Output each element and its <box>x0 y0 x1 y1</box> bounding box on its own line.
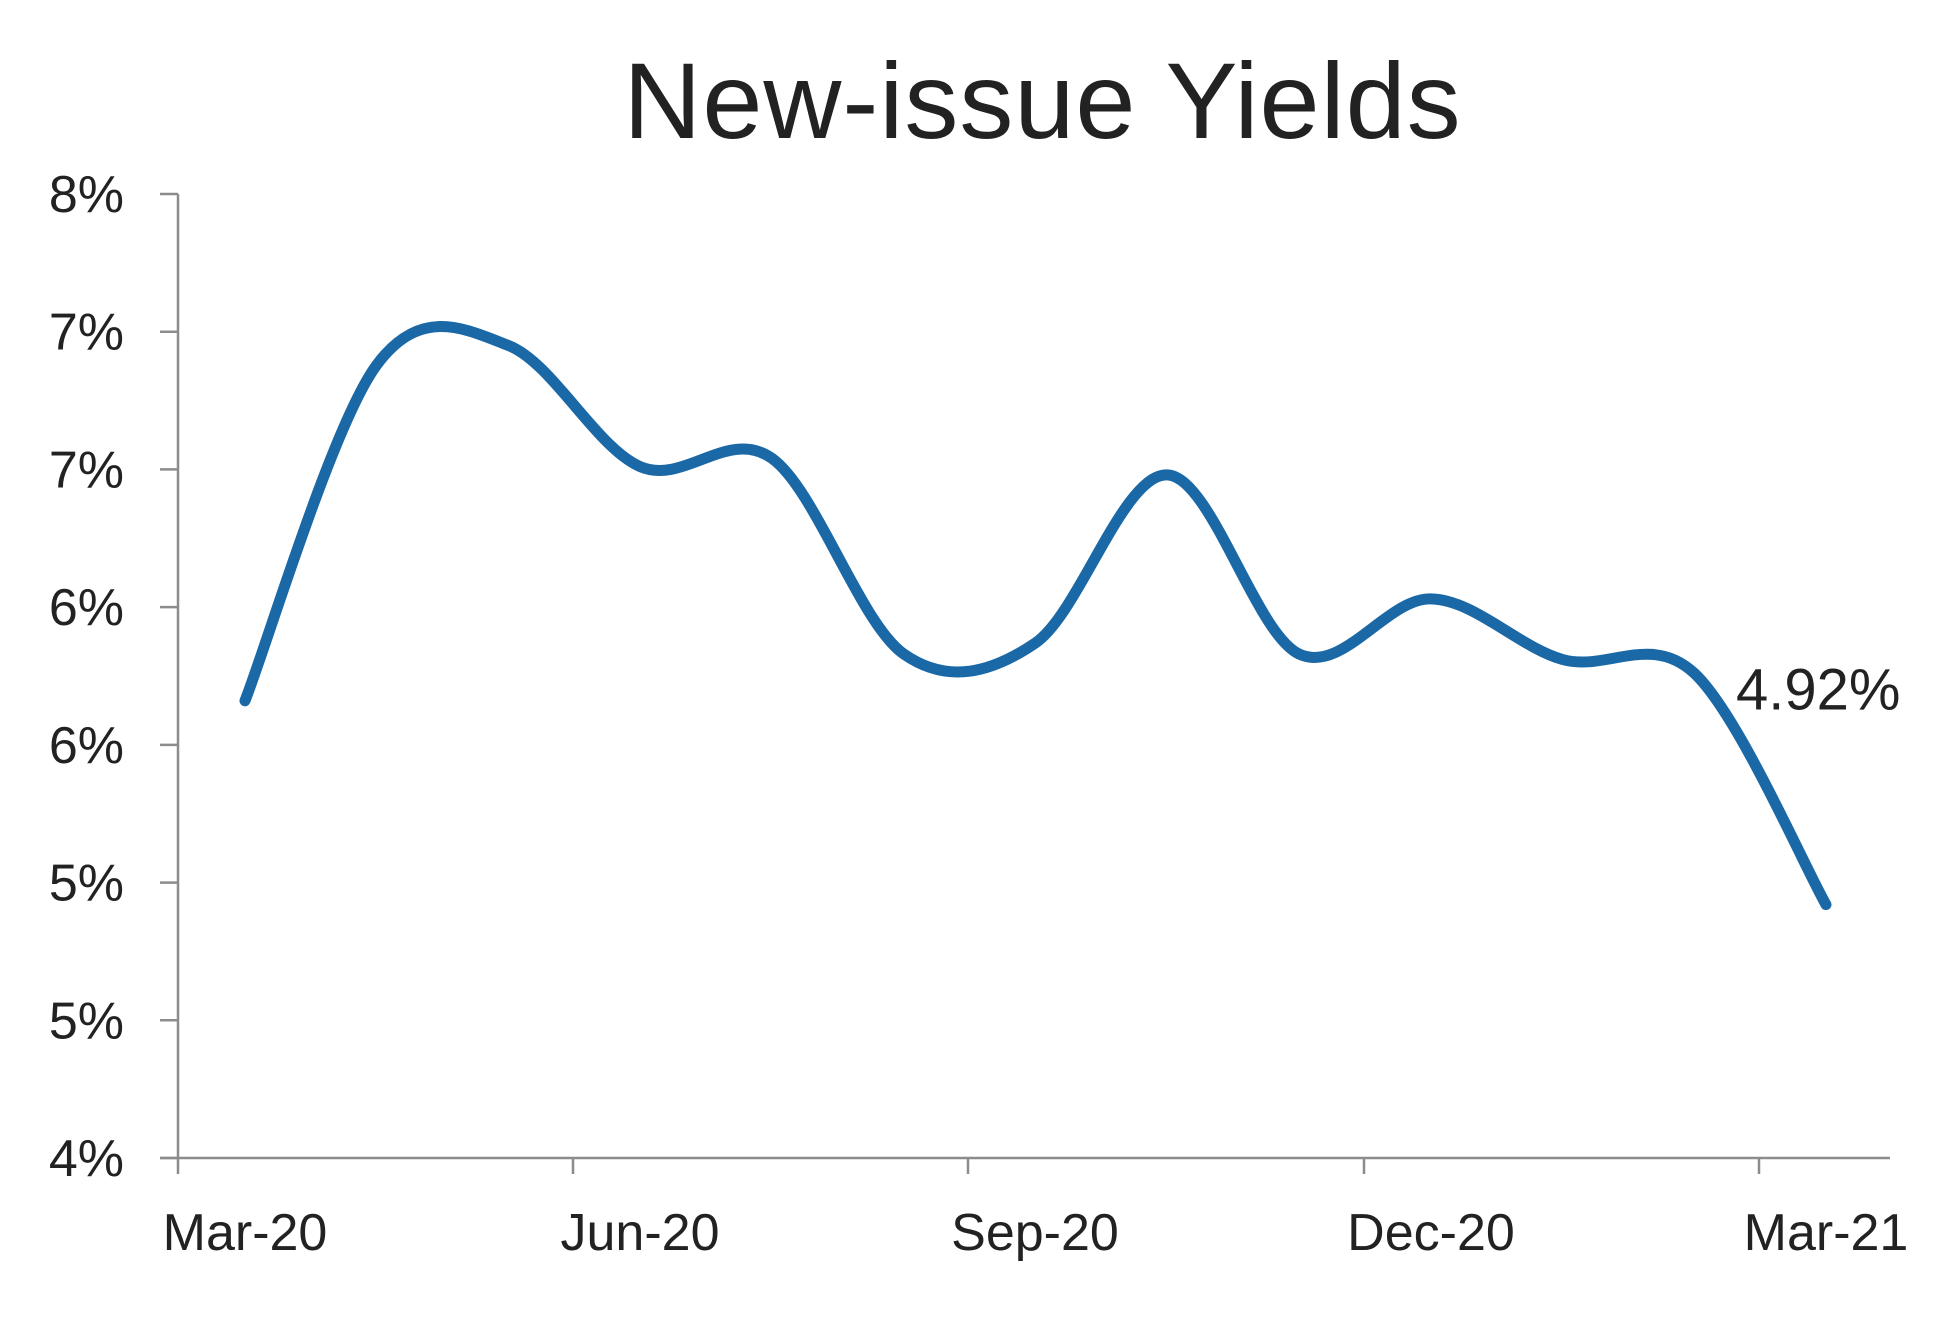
series-group <box>239 321 1832 911</box>
y-tick-label: 5% <box>49 855 124 913</box>
x-tick-label: Mar-20 <box>163 1204 328 1262</box>
x-tick-label: Jun-20 <box>561 1204 720 1262</box>
y-tick-label: 6% <box>49 717 124 775</box>
y-tick-label: 4% <box>49 1130 124 1188</box>
y-tick-label: 8% <box>49 166 124 224</box>
x-axis-ticks: Mar-20 Jun-20 Sep-20 Dec-20 Mar-21 <box>163 1158 1909 1262</box>
y-tick-label: 7% <box>49 441 124 499</box>
y-tick-label: 7% <box>49 304 124 362</box>
y-axis-ticks: 4% 5% 5% 6% 6% 7% 7% 8% <box>49 166 178 1188</box>
chart-title: New-issue Yields <box>623 40 1462 161</box>
x-tick-label: Dec-20 <box>1347 1204 1515 1262</box>
axes: 4% 5% 5% 6% 6% 7% 7% 8% Mar-20 Jun-20 Sep-20 Dec-2… <box>49 166 1909 1262</box>
x-tick-label: Mar-21 <box>1744 1204 1909 1262</box>
series-points <box>240 340 1832 910</box>
y-tick-label: 5% <box>49 992 124 1050</box>
x-tick-label: Sep-20 <box>951 1204 1119 1262</box>
y-tick-label: 6% <box>49 579 124 637</box>
data-label-last: 4.92% <box>1736 658 1900 723</box>
series-line <box>239 321 1832 911</box>
